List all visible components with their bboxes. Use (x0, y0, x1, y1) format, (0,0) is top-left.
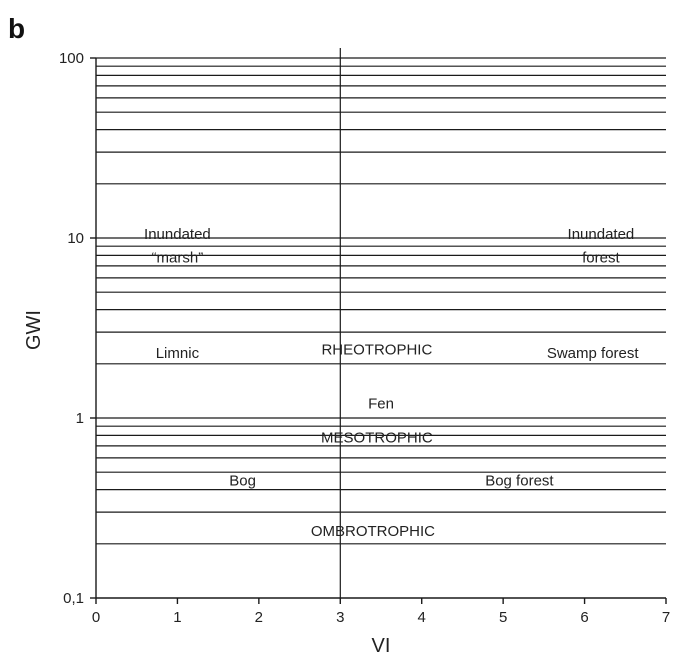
y-axis-label: GWI (23, 310, 45, 350)
y-tick-label: 1 (76, 410, 84, 427)
region-label: Inundated (568, 226, 635, 243)
region-label: MESOTROPHIC (321, 429, 433, 446)
x-tick-label: 5 (499, 609, 507, 626)
region-label: Bog forest (485, 472, 554, 489)
region-label: Swamp forest (547, 345, 640, 362)
x-tick-label: 4 (418, 609, 426, 626)
plot-axes (95, 58, 666, 599)
region-label: RHEOTROPHIC (321, 342, 432, 359)
y-tick-label: 10 (67, 230, 84, 247)
x-tick-label: 0 (92, 609, 100, 626)
region-label: forest (582, 249, 620, 266)
x-tick-label: 3 (336, 609, 344, 626)
region-label: Bog (229, 472, 256, 489)
x-tick-label: 2 (255, 609, 263, 626)
region-label: OMBROTROPHIC (311, 523, 435, 540)
x-tick-label: 1 (173, 609, 181, 626)
x-axis-label: VI (372, 635, 391, 657)
region-label: Inundated (144, 226, 211, 243)
y-tick-label: 100 (59, 50, 84, 67)
x-axis-ticks: 0 1 2 3 4 5 6 7 (92, 598, 670, 626)
y-tick-label: 0,1 (63, 590, 84, 607)
region-label: Limnic (156, 345, 200, 362)
region-annotations: Inundated “marsh” Inundated forest Limnic RHE… (144, 226, 639, 540)
y-axis-ticks: 0,1 1 10 100 (59, 50, 96, 607)
panel-label: b (8, 13, 25, 44)
grid-lines (96, 48, 666, 598)
region-label: Fen (368, 396, 394, 413)
region-label: “marsh” (152, 249, 204, 266)
x-tick-label: 7 (662, 609, 670, 626)
x-tick-label: 6 (580, 609, 588, 626)
